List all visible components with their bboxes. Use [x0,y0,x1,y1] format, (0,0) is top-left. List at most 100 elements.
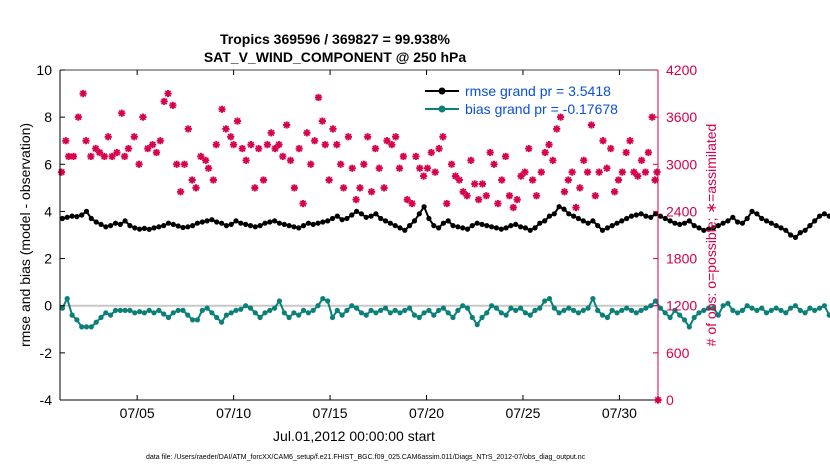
rmse-point [238,220,244,226]
y-right-tick-label: 0 [666,392,674,408]
rmse-point [175,223,181,229]
bias-point [69,312,75,318]
x-tick-label: 07/20 [409,405,444,421]
rmse-series [59,204,830,240]
obs-point [532,192,541,200]
bias-point [749,305,755,311]
obs-point [412,152,420,161]
rmse-point [83,208,90,214]
obs-point [283,121,291,129]
obs-point [251,184,259,192]
bias-point [812,307,818,313]
bias-point [744,303,750,309]
rmse-point [460,225,466,231]
rmse-point [214,219,220,225]
bias-point [349,303,355,309]
obs-point [634,172,642,180]
bias-point [566,305,572,311]
bias-point [513,307,519,313]
rmse-point [79,212,85,218]
bias-point [715,312,721,318]
rmse-point [117,221,123,227]
obs-point [455,176,463,184]
bias-point [93,319,99,325]
rmse-point [826,213,830,219]
bias-point [368,307,374,313]
rmse-point [469,223,475,229]
legend-bias-label: bias grand pr = -0.17678 [465,101,618,117]
rmse-point [329,215,336,222]
rmse-point [402,227,408,233]
legend-rmse-label: rmse grand pr = 3.5418 [465,83,611,99]
bias-point [272,305,278,311]
obs-point [599,137,607,145]
bias-point [194,317,200,323]
obs-point [204,164,213,172]
rmse-point [146,226,152,232]
rmse-point [653,211,659,217]
obs-point [152,148,161,157]
bias-point [416,314,422,321]
obs-point [576,184,584,192]
y-right-tick-label: 3000 [666,156,697,172]
bias-point [609,307,615,313]
obs-point [344,133,352,141]
rmse-point [527,227,533,233]
bias-point [436,307,442,313]
bias-point [686,324,692,330]
bias-point [281,310,287,316]
rmse-point [667,218,673,224]
x-tick-label: 07/15 [313,405,348,421]
obs-point [329,125,337,133]
obs-point [230,141,238,149]
obs-point [607,144,615,153]
bias-point [773,305,779,311]
rmse-point [730,214,736,220]
obs-point [367,188,376,196]
obs-point [614,176,623,184]
bias-point [59,305,65,311]
bias-point [493,305,499,311]
rmse-point [749,208,755,214]
legend-bias-marker [438,105,446,113]
obs-point [371,144,379,153]
bias-point [358,310,364,316]
rmse-point [325,218,331,224]
bias-point [797,307,803,313]
bias-point [402,307,408,313]
rmse-point [778,225,784,231]
y-axis-label-right: # of obs: o=possible; ∗=assimilated [703,124,719,347]
obs-point [62,137,70,145]
rmse-point [648,214,654,220]
obs-point [279,152,287,161]
rmse-point [387,220,393,226]
rmse-point [382,218,389,224]
bias-point [204,305,210,311]
rmse-point [363,214,369,220]
obs-point [295,144,303,153]
plot-area [60,70,658,400]
rmse-point [122,218,128,224]
bias-point [725,300,731,306]
obs-point [463,192,471,200]
rmse-point [137,226,143,232]
bias-point [392,307,398,313]
obs-point [513,196,521,204]
bias-point [667,314,673,321]
bias-point [411,312,418,318]
bias-point [141,310,147,316]
bias-point [180,307,186,313]
rmse-point [378,215,384,222]
bias-point [624,305,630,311]
bias-point [648,303,654,309]
bias-point [103,310,109,316]
obs-point [525,144,533,153]
rmse-point [715,223,721,229]
bias-point [387,310,393,316]
bias-point [170,310,176,316]
obs-point [314,93,323,102]
rmse-point [194,220,200,226]
rmse-point [691,223,697,229]
bias-point [479,314,485,321]
obs-point [392,133,400,141]
